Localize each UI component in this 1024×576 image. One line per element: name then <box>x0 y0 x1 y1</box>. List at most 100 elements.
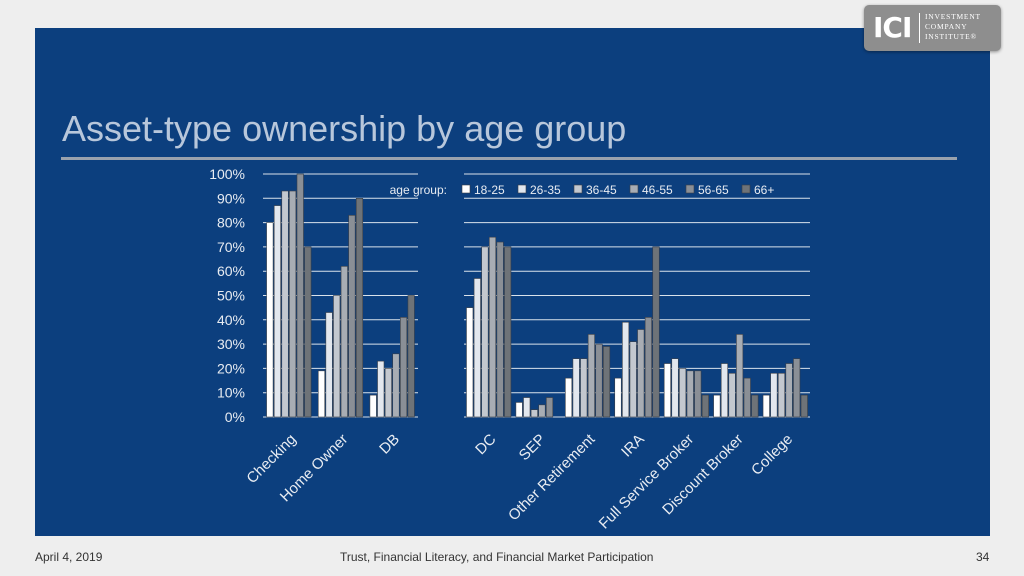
bar-ira-56-65 <box>644 317 652 418</box>
bar-discount-broker-56-65 <box>743 377 751 418</box>
bar-full-service-broker-66+ <box>701 394 709 418</box>
category-label: IRA <box>618 431 648 461</box>
category-label: Full Service Broker <box>596 431 698 533</box>
bar-sep-26-35 <box>523 397 531 418</box>
bar-other-retirement-18-25 <box>565 377 573 418</box>
bar-college-56-65 <box>793 358 801 418</box>
bar-other-retirement-46-55 <box>587 334 595 418</box>
y-tick-label: 90% <box>217 190 245 206</box>
slide-title: Asset-type ownership by age group <box>62 108 627 149</box>
bar-home-owner-18-25 <box>317 370 326 418</box>
bar-dc-26-35 <box>473 278 481 418</box>
bar-sep-36-45 <box>530 409 538 418</box>
y-tick-label: 30% <box>217 336 245 352</box>
title-rule <box>61 157 957 160</box>
bar-discount-broker-26-35 <box>720 363 729 418</box>
logo-line-1: INVESTMENT <box>925 12 981 21</box>
footer-date: April 4, 2019 <box>35 550 103 564</box>
bar-ira-18-25 <box>614 377 622 418</box>
bar-discount-broker-46-55 <box>736 334 744 418</box>
bar-college-66+ <box>800 394 808 418</box>
bar-ira-46-55 <box>637 329 645 418</box>
category-label: DC <box>472 431 499 458</box>
slide-panel <box>35 28 990 536</box>
y-tick-label: 80% <box>217 215 245 231</box>
bar-other-retirement-66+ <box>603 346 611 418</box>
page-number: 34 <box>976 550 990 564</box>
bar-dc-36-45 <box>481 246 489 418</box>
bar-checking-26-35 <box>273 205 281 418</box>
bar-dc-66+ <box>504 246 512 418</box>
bar-ira-66+ <box>652 246 660 418</box>
legend-label: 26-35 <box>530 183 561 197</box>
category-label: DB <box>376 431 403 458</box>
bar-college-18-25 <box>762 394 770 418</box>
bar-db-46-55 <box>392 353 400 418</box>
bar-checking-56-65 <box>296 173 304 418</box>
y-tick-label: 70% <box>217 239 245 255</box>
bar-db-18-25 <box>369 394 377 418</box>
bar-checking-66+ <box>304 246 312 418</box>
logo-divider <box>919 13 920 43</box>
bar-db-36-45 <box>384 368 392 418</box>
bar-home-owner-56-65 <box>348 215 356 418</box>
bar-dc-56-65 <box>496 241 504 418</box>
bar-full-service-broker-18-25 <box>663 363 671 418</box>
y-tick-label: 20% <box>217 360 245 376</box>
bar-full-service-broker-26-35 <box>671 358 679 418</box>
bar-db-26-35 <box>377 360 385 418</box>
category-label: SEP <box>516 431 549 464</box>
bar-college-36-45 <box>777 372 786 418</box>
logo-line-3: INSTITUTE® <box>925 32 978 41</box>
bar-full-service-broker-36-45 <box>679 368 687 418</box>
legend-label: 18-25 <box>474 183 505 197</box>
bar-home-owner-66+ <box>355 198 364 418</box>
bar-sep-18-25 <box>515 402 523 418</box>
bar-full-service-broker-46-55 <box>686 370 694 418</box>
bar-checking-46-55 <box>289 190 297 418</box>
bar-discount-broker-66+ <box>751 394 759 418</box>
y-tick-label: 100% <box>209 166 245 182</box>
legend-swatch <box>629 184 639 194</box>
bar-dc-18-25 <box>466 307 474 418</box>
bar-home-owner-46-55 <box>340 266 348 418</box>
bar-checking-36-45 <box>281 190 289 418</box>
y-tick-label: 40% <box>217 312 245 328</box>
legend-label: 46-55 <box>642 183 673 197</box>
bar-db-66+ <box>407 295 415 418</box>
legend-swatch <box>461 184 471 194</box>
category-label: College <box>748 431 796 479</box>
y-tick-label: 60% <box>217 263 245 279</box>
bar-college-26-35 <box>770 372 778 418</box>
bar-full-service-broker-56-65 <box>694 370 702 418</box>
y-tick-label: 10% <box>217 385 245 401</box>
bar-discount-broker-18-25 <box>713 394 721 418</box>
ici-logo: ICI INVESTMENT COMPANY INSTITUTE® <box>864 5 1001 51</box>
legend-label: 56-65 <box>698 183 729 197</box>
legend-swatch <box>517 184 527 194</box>
bar-checking-18-25 <box>266 222 274 418</box>
bar-college-46-55 <box>785 363 793 418</box>
bar-ira-26-35 <box>622 321 630 418</box>
legend-title: age group: <box>390 183 447 197</box>
bar-dc-46-55 <box>488 236 497 418</box>
bar-other-retirement-36-45 <box>580 358 588 418</box>
bar-ira-36-45 <box>629 341 637 418</box>
legend-swatch <box>573 184 583 194</box>
logo-line-2: COMPANY <box>925 22 968 31</box>
category-label: Other Retirement <box>505 430 599 524</box>
bar-other-retirement-56-65 <box>595 343 603 418</box>
bar-discount-broker-36-45 <box>728 372 736 418</box>
legend-label: 36-45 <box>586 183 617 197</box>
footer-title: Trust, Financial Literacy, and Financial… <box>340 550 654 564</box>
legend-swatch <box>685 184 695 194</box>
legend-swatch <box>741 184 751 194</box>
logo-mark: ICI <box>873 11 912 44</box>
bar-sep-56-65 <box>545 397 554 418</box>
y-tick-label: 50% <box>217 288 245 304</box>
bar-db-56-65 <box>400 317 408 418</box>
logo-wordmark: INVESTMENT COMPANY INSTITUTE® <box>925 12 981 42</box>
legend-label: 66+ <box>754 183 774 197</box>
bar-other-retirement-26-35 <box>572 358 580 418</box>
